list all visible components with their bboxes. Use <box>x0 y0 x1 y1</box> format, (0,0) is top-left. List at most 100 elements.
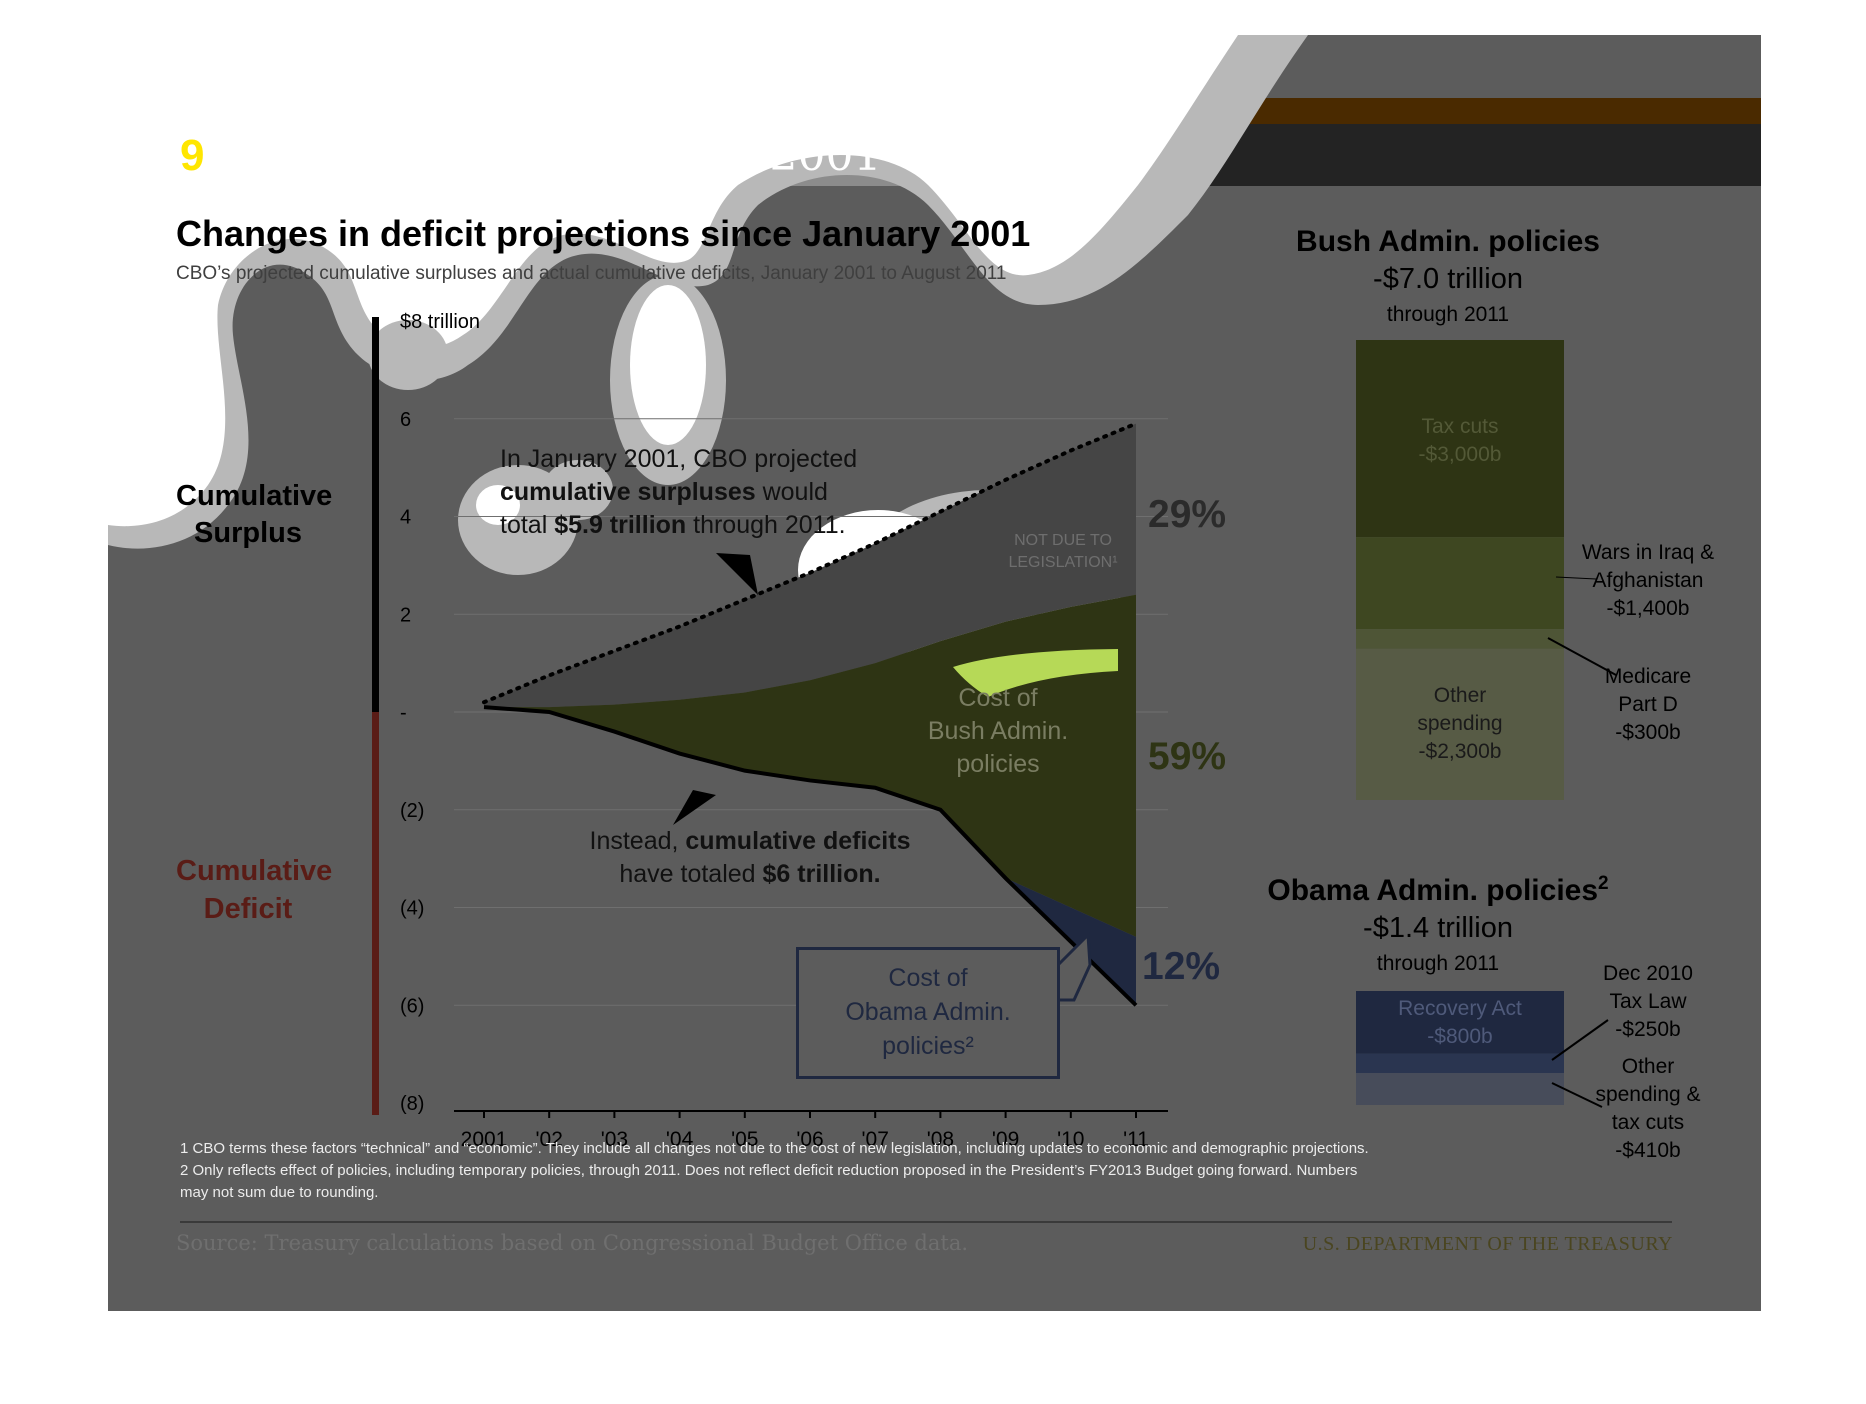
annotation-deficit: Instead, cumulative deficits have totale… <box>500 825 1000 891</box>
bush-seg-tax-cuts-value: -$3,000b <box>1418 443 1502 466</box>
x-tick-label-10: '11 <box>1123 1128 1149 1151</box>
obama-label-dec2010-line2: Tax Law <box>1609 990 1687 1013</box>
x-tick-label-7: '08 <box>927 1128 954 1151</box>
bush-seg-other-line1: Other <box>1433 684 1487 707</box>
annotation-deficit-line1a: Instead, <box>589 827 686 855</box>
surplus-label-1: Cumulative <box>176 480 333 512</box>
bush-seg-tax-cuts-label: Tax cuts <box>1421 415 1499 438</box>
annotation-surplus-line2: cumulative surpluses would <box>500 476 857 509</box>
bush-seg-other-line2: spending <box>1417 712 1503 735</box>
page-title-text: Causes of Deficits Since 2001 <box>218 130 882 181</box>
footnote-2: 2 Only reflects effect of policies, incl… <box>180 1162 1358 1179</box>
y-tick-label-2: 4 <box>400 507 411 529</box>
deficit-label-1: Cumulative <box>176 855 333 887</box>
bush-panel-period: through 2011 <box>1386 303 1510 326</box>
chart-title: Changes in deficit projections since Jan… <box>176 213 1031 254</box>
y-tick-label-3: 2 <box>400 604 411 626</box>
x-tick-label-3: '04 <box>666 1128 694 1151</box>
bush-label-wars: Wars in Iraq & Afghanistan -$1,400b <box>1548 539 1748 623</box>
bush-bar-segment-1 <box>1356 537 1564 630</box>
obama-callout-line1: Cost of <box>888 964 968 992</box>
obama-label-other-line4: -$410b <box>1615 1139 1681 1162</box>
bush-panel-total: -$7.0 trillion <box>1373 263 1523 295</box>
obama-label-dec2010-line3: -$250b <box>1615 1018 1681 1041</box>
line-projected-surplus <box>482 421 1138 705</box>
annotation-surplus-line3: total $5.9 trillion through 2011. <box>500 509 857 542</box>
obama-label-other-line1: Other <box>1621 1055 1675 1078</box>
bush-label-wars-line3: -$1,400b <box>1606 597 1690 620</box>
bush-label-wars-line2: Afghanistan <box>1592 569 1704 592</box>
obama-callout-line3: policies² <box>882 1032 974 1060</box>
y-tick-label-6: (4) <box>400 898 424 920</box>
line-actual-deficit <box>483 705 1138 1007</box>
bush-seg-tax-cuts: Tax cuts -$3,000b <box>1356 413 1564 469</box>
not-due-line2: LEGISLATION¹ <box>1008 554 1118 571</box>
annotation-surplus-line2-rest: would <box>755 478 828 506</box>
y-tick-label-7: (6) <box>400 995 424 1017</box>
page-title: 9 Causes of Deficits Since 2001 <box>180 130 882 181</box>
obama-seg-recovery-label: Recovery Act <box>1398 997 1522 1020</box>
pct-bush: 59% <box>1148 735 1227 778</box>
x-tick-label-5: '06 <box>796 1128 823 1151</box>
obama-bar-segment-0 <box>1356 991 1564 1054</box>
pct-obama: 12% <box>1142 945 1221 988</box>
bush-bar-segment-3 <box>1356 648 1564 800</box>
annotation-deficit-line2: have totaled $6 trillion. <box>500 858 1000 891</box>
annotation-surplus-bold: cumulative surpluses <box>500 478 756 506</box>
chart-svg: 2001 '02 '03 '04 '05 '06 '07 '08 '09 '10 '11 $8 tri… <box>372 311 1617 1151</box>
x-tick-label-9: '10 <box>1057 1128 1084 1151</box>
annotation-surplus: In January 2001, CBO projected cumulativ… <box>500 443 857 542</box>
bush-bar-segment-2 <box>1356 629 1564 649</box>
axis-surplus-bar <box>372 317 379 712</box>
pct-technical: 29% <box>1148 493 1227 536</box>
annotation-deficit-line1: Instead, cumulative deficits <box>500 825 1000 858</box>
annotation-surplus-value: $5.9 trillion <box>554 511 687 539</box>
bush-label-wars-line1: Wars in Iraq & <box>1581 541 1715 564</box>
footnote-2-cont: may not sum due to rounding. <box>180 1184 379 1201</box>
leader-dec2010 <box>1551 1019 1609 1061</box>
obama-label-other: Other spending & tax cuts -$410b <box>1578 1053 1718 1165</box>
footer-rule <box>180 1221 1672 1223</box>
slide: Fiscal Policy 9 Causes of Deficits Since… <box>108 35 1761 1311</box>
obama-panel-title: Obama Admin. policies2 <box>1238 873 1638 908</box>
footnote-1: 1 CBO terms these factors “technical” an… <box>180 1140 1369 1157</box>
leader-other <box>1551 1082 1603 1108</box>
y-tick-label-0: $8 trillion <box>400 311 480 333</box>
obama-label-other-line3: tax cuts <box>1611 1111 1685 1134</box>
surplus-label-2: Surplus <box>194 517 302 549</box>
x-tick-label-2: '03 <box>601 1128 628 1151</box>
obama-seg-recovery-value: -$800b <box>1427 1025 1493 1048</box>
obama-callout-text: Cost of Obama Admin. policies² <box>796 961 1060 1063</box>
chart-subtitle: CBO’s projected cumulative surpluses and… <box>176 263 1007 284</box>
leader-medicare <box>1547 637 1617 676</box>
obama-callout-box <box>796 947 1060 1079</box>
annotation-deficit-bold: cumulative deficits <box>685 827 911 855</box>
leader-wars <box>1555 576 1597 580</box>
obama-panel-title-text: Obama Admin. policies <box>1267 874 1599 907</box>
agency-name: U.S. DEPARTMENT OF THE TREASURY <box>1302 1233 1673 1255</box>
bush-label-medicare-line3: -$300b <box>1615 721 1681 744</box>
bush-panel-title: Bush Admin. policies <box>1296 225 1600 258</box>
bush-label-medicare-line1: Medicare <box>1604 665 1692 688</box>
x-tick-label-6: '07 <box>862 1128 889 1151</box>
pointer-deficit <box>673 790 716 825</box>
deficit-label-2: Deficit <box>203 893 293 925</box>
obama-panel-period: through 2011 <box>1376 952 1500 975</box>
bush-bar-segment-0 <box>1356 340 1564 538</box>
source-note: Source: Treasury calculations based on C… <box>176 1231 969 1255</box>
x-tick-label-8: '09 <box>992 1128 1019 1151</box>
area-highlight <box>953 649 1118 697</box>
y-tick-label-8: (8) <box>400 1093 424 1115</box>
obama-label-dec2010: Dec 2010 Tax Law -$250b <box>1588 960 1708 1044</box>
obama-panel-total: -$1.4 trillion <box>1363 912 1513 944</box>
page-number: 9 <box>180 131 205 180</box>
y-tick-label-5: (2) <box>400 800 424 822</box>
obama-panel-title-sup: 2 <box>1598 873 1609 894</box>
obama-callout-line2: Obama Admin. <box>845 998 1011 1026</box>
obama-bar-segment-1 <box>1356 1053 1564 1073</box>
obama-seg-recovery: Recovery Act -$800b <box>1356 995 1564 1051</box>
bush-seg-other-line3: -$2,300b <box>1418 740 1502 763</box>
annotation-surplus-line3a: total <box>500 511 555 539</box>
bush-area-label: Cost of Bush Admin. policies <box>888 682 1108 781</box>
x-tick-label-1: '02 <box>536 1128 563 1151</box>
